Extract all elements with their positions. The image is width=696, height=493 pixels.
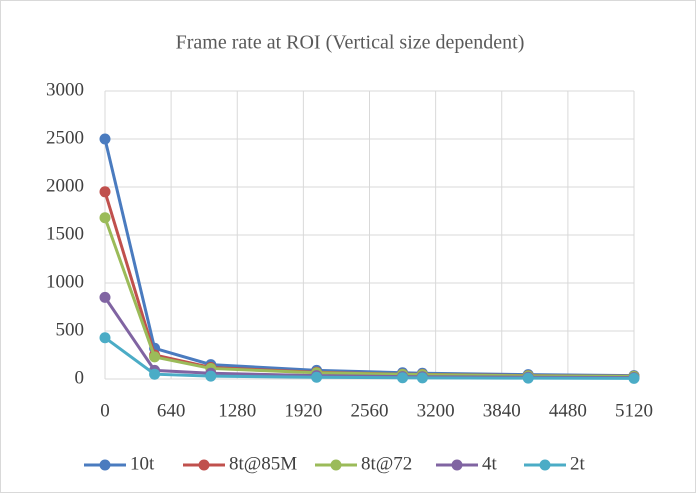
data-point — [99, 332, 111, 344]
x-tick-label: 4480 — [549, 400, 587, 421]
series-line — [103, 217, 635, 378]
data-point — [99, 291, 111, 303]
data-point — [149, 368, 161, 380]
series-line — [104, 336, 635, 380]
legend-label: 10t — [130, 453, 155, 474]
legend-marker — [198, 459, 210, 471]
y-tick-label: 0 — [75, 367, 85, 388]
x-tick-label: 3200 — [417, 400, 455, 421]
data-point — [397, 372, 409, 384]
legend-label: 4t — [482, 453, 498, 474]
chart-title: Frame rate at ROI (Vertical size depende… — [176, 32, 525, 54]
data-point — [628, 372, 640, 384]
y-tick-label: 2500 — [46, 127, 84, 148]
legend-label: 8t@72 — [361, 453, 412, 474]
x-tick-label: 3840 — [483, 400, 521, 421]
data-point — [416, 372, 428, 384]
data-point — [99, 133, 111, 145]
data-point — [99, 212, 111, 224]
y-tick-label: 2000 — [46, 175, 84, 196]
legend-marker — [539, 459, 551, 471]
data-point — [311, 371, 323, 383]
legend-label: 8t@85M — [229, 453, 297, 474]
x-tick-label: 1280 — [218, 400, 256, 421]
legend-label: 2t — [570, 453, 586, 474]
legend-marker — [451, 459, 463, 471]
x-tick-label: 2560 — [351, 400, 389, 421]
x-tick-label: 1920 — [284, 400, 322, 421]
legend-marker — [330, 459, 342, 471]
data-point — [522, 372, 534, 384]
y-tick-label: 1000 — [46, 271, 84, 292]
data-point — [99, 186, 111, 198]
y-tick-label: 3000 — [46, 79, 84, 100]
x-tick-label: 640 — [157, 400, 186, 421]
data-point — [205, 370, 217, 382]
x-tick-label: 0 — [100, 400, 110, 421]
x-tick-label: 5120 — [615, 400, 653, 421]
data-point — [149, 351, 161, 363]
y-tick-label: 500 — [56, 319, 85, 340]
y-tick-label: 1500 — [46, 223, 84, 244]
legend-marker — [99, 459, 111, 471]
